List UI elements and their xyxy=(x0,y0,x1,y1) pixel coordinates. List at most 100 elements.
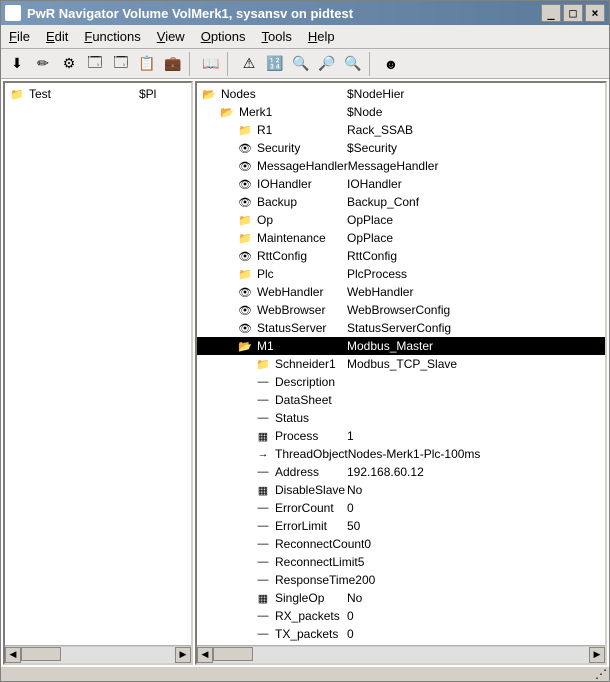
toolbar-button-1[interactable]: ✏ xyxy=(31,52,55,76)
maximize-button[interactable]: □ xyxy=(563,4,583,22)
toolbar-button-11[interactable]: 🔢 xyxy=(263,52,287,76)
tree-node-label: IOHandler xyxy=(257,177,347,191)
toolbar-button-10[interactable]: ⚠ xyxy=(237,52,261,76)
right-hscrollbar[interactable]: ◀ ▶ xyxy=(197,645,605,663)
tree-row[interactable]: 📁OpOpPlace xyxy=(197,211,605,229)
tree-row[interactable]: 👁IOHandlerIOHandler xyxy=(197,175,605,193)
tree-row[interactable]: —ResponseTime200 xyxy=(197,571,605,589)
scroll-right-button[interactable]: ▶ xyxy=(589,647,605,663)
menu-tools[interactable]: Tools xyxy=(262,29,292,44)
tree-row[interactable]: →ThreadObjectNodes-Merk1-Plc-100ms xyxy=(197,445,605,463)
tree-node-label: Test xyxy=(29,87,139,101)
scroll-track[interactable] xyxy=(21,647,175,663)
toolbar-button-6[interactable]: 💼 xyxy=(161,52,185,76)
tree-node-label: WebHandler xyxy=(257,285,347,299)
toolbar-button-2[interactable]: ⚙ xyxy=(57,52,81,76)
tree-row[interactable]: 📁Schneider1Modbus_TCP_Slave xyxy=(197,355,605,373)
tree-node-label: Status xyxy=(275,411,347,425)
tree-row[interactable]: 👁WebHandlerWebHandler xyxy=(197,283,605,301)
menu-file[interactable]: File xyxy=(9,29,30,44)
tree-row[interactable]: ▦DisableSlaveNo xyxy=(197,481,605,499)
tree-node-value: No xyxy=(347,483,362,497)
scroll-thumb[interactable] xyxy=(213,647,253,661)
menu-help[interactable]: Help xyxy=(308,29,335,44)
scroll-track[interactable] xyxy=(213,647,589,663)
toolbar-button-5[interactable]: 📋 xyxy=(135,52,159,76)
tree-node-label: Merk1 xyxy=(239,105,347,119)
scroll-right-button[interactable]: ▶ xyxy=(175,647,191,663)
close-button[interactable]: × xyxy=(585,4,605,22)
toolbar-button-4[interactable]: 🗔 xyxy=(109,52,133,76)
tree-node-icon: 👁 xyxy=(237,249,253,263)
toolbar-separator xyxy=(189,52,195,76)
tree-node-icon: 📁 xyxy=(237,213,253,227)
tree-row[interactable]: —Address192.168.60.12 xyxy=(197,463,605,481)
resize-grip[interactable]: ⋰ xyxy=(1,667,609,681)
tree-row[interactable]: 👁StatusServerStatusServerConfig xyxy=(197,319,605,337)
menu-functions[interactable]: Functions xyxy=(84,29,140,44)
tree-row[interactable]: ▦SingleOpNo xyxy=(197,589,605,607)
tree-row[interactable]: —TX_packets0 xyxy=(197,625,605,643)
toolbar-button-8[interactable]: 📖 xyxy=(199,52,223,76)
tree-node-value: $Node xyxy=(347,105,382,119)
tree-row[interactable]: 👁RttConfigRttConfig xyxy=(197,247,605,265)
tree-row[interactable]: —ErrorLimit50 xyxy=(197,517,605,535)
menu-options[interactable]: Options xyxy=(201,29,246,44)
left-tree[interactable]: 📁Test$Pl xyxy=(5,83,191,645)
tree-node-icon: — xyxy=(255,375,271,389)
scroll-left-button[interactable]: ◀ xyxy=(197,647,213,663)
tree-node-label: RX_packets xyxy=(275,609,347,623)
tree-row[interactable]: —ReconnectLimit5 xyxy=(197,553,605,571)
left-hscrollbar[interactable]: ◀ ▶ xyxy=(5,645,191,663)
tree-row[interactable]: —DataSheet xyxy=(197,391,605,409)
tree-node-icon: ▦ xyxy=(255,591,271,605)
tree-row[interactable]: 📁R1Rack_SSAB xyxy=(197,121,605,139)
toolbar-button-13[interactable]: 🔎 xyxy=(315,52,339,76)
right-tree[interactable]: 📂Nodes$NodeHier📂Merk1$Node📁R1Rack_SSAB👁S… xyxy=(197,83,605,645)
titlebar[interactable]: PwR Navigator Volume VolMerk1, sysansv o… xyxy=(1,1,609,25)
minimize-button[interactable]: _ xyxy=(541,4,561,22)
toolbar-button-0[interactable]: ⬇ xyxy=(5,52,29,76)
scroll-thumb[interactable] xyxy=(21,647,61,661)
tree-node-label: RttConfig xyxy=(257,249,347,263)
left-panel: 📁Test$Pl ◀ ▶ xyxy=(3,81,193,665)
tree-row[interactable]: 📁MaintenanceOpPlace xyxy=(197,229,605,247)
tree-node-label: Security xyxy=(257,141,347,155)
tree-node-label: DataSheet xyxy=(275,393,347,407)
toolbar-button-12[interactable]: 🔍 xyxy=(289,52,313,76)
tree-node-icon: 📁 xyxy=(237,231,253,245)
toolbar: ⬇✏⚙🗔🗔📋💼📖⚠🔢🔍🔎🔍☻ xyxy=(1,49,609,79)
scroll-left-button[interactable]: ◀ xyxy=(5,647,21,663)
tree-row[interactable]: 📁Test$Pl xyxy=(5,85,191,103)
tree-row[interactable]: 📂Merk1$Node xyxy=(197,103,605,121)
tree-node-value: 0 xyxy=(347,609,354,623)
tree-row[interactable]: 👁WebBrowserWebBrowserConfig xyxy=(197,301,605,319)
tree-row[interactable]: 📁PlcPlcProcess xyxy=(197,265,605,283)
menubar: File Edit Functions View Options Tools Help xyxy=(1,25,609,49)
tree-row[interactable]: 👁BackupBackup_Conf xyxy=(197,193,605,211)
tree-row[interactable]: 📂Nodes$NodeHier xyxy=(197,85,605,103)
tree-row[interactable]: —ErrorCount0 xyxy=(197,499,605,517)
menu-view[interactable]: View xyxy=(157,29,185,44)
tree-row[interactable]: —Status xyxy=(197,409,605,427)
tree-node-value: 0 xyxy=(347,627,354,641)
tree-row[interactable]: 📂M1Modbus_Master xyxy=(197,337,605,355)
tree-node-icon: 📁 xyxy=(255,357,271,371)
tree-node-icon: 👁 xyxy=(237,303,253,317)
toolbar-button-16[interactable]: ☻ xyxy=(379,52,403,76)
tree-row[interactable]: ▦Process1 xyxy=(197,427,605,445)
titlebar-buttons: _ □ × xyxy=(541,4,605,22)
tree-row[interactable]: 👁Security$Security xyxy=(197,139,605,157)
toolbar-button-14[interactable]: 🔍 xyxy=(341,52,365,76)
tree-node-value: $NodeHier xyxy=(347,87,404,101)
tree-node-value: 0 xyxy=(364,537,371,551)
tree-row[interactable]: 👁MessageHandlerMessageHandler xyxy=(197,157,605,175)
menu-edit[interactable]: Edit xyxy=(46,29,68,44)
toolbar-button-3[interactable]: 🗔 xyxy=(83,52,107,76)
tree-node-value: Nodes-Merk1-Plc-100ms xyxy=(348,447,481,461)
tree-node-label: ReconnectLimit xyxy=(275,555,358,569)
tree-row[interactable]: —Description xyxy=(197,373,605,391)
tree-row[interactable]: —ReconnectCount0 xyxy=(197,535,605,553)
tree-node-icon: — xyxy=(255,537,271,551)
tree-row[interactable]: —RX_packets0 xyxy=(197,607,605,625)
